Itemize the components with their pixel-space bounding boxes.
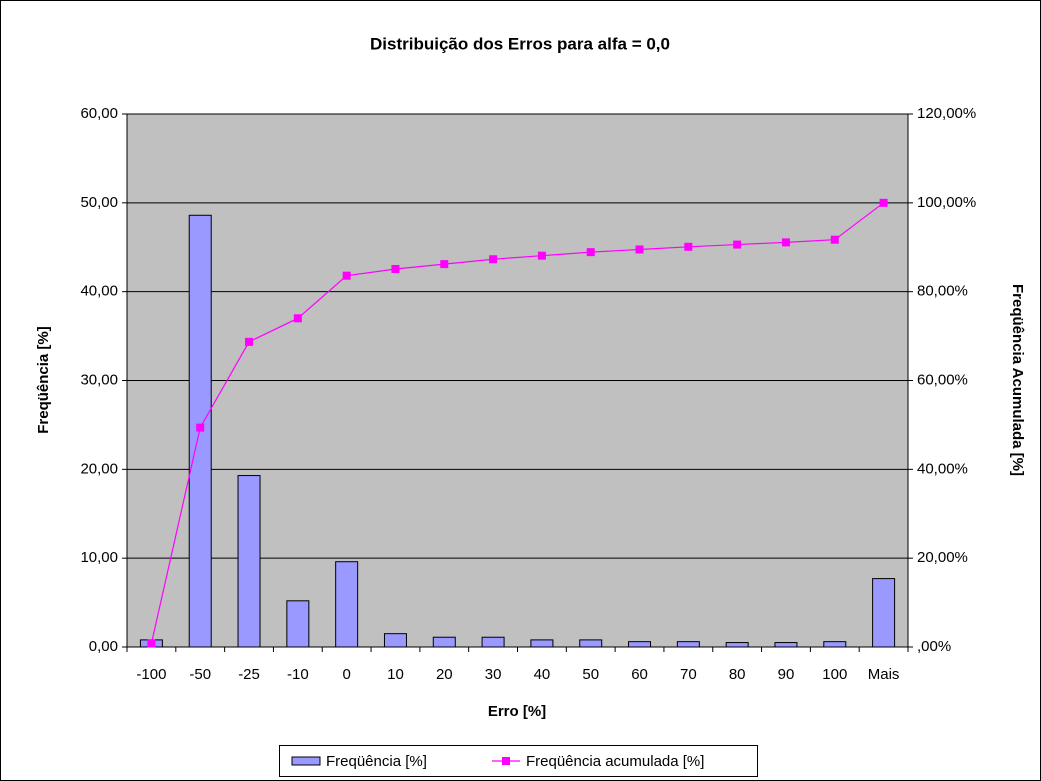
- y2-axis-label: Freqüência Acumulada [%]: [1009, 284, 1026, 476]
- bar: [286, 600, 310, 648]
- y-tick-label: 10,00: [80, 549, 118, 566]
- bar: [237, 475, 261, 648]
- bar: [774, 642, 798, 648]
- x-tick-label: 10: [387, 666, 404, 683]
- y2-tick-label: ,00%: [917, 638, 951, 655]
- y2-tick-label: 60,00%: [917, 371, 968, 388]
- y2-tick-label: 20,00%: [917, 549, 968, 566]
- bar: [481, 636, 505, 648]
- marker: [537, 251, 546, 260]
- y-axis-label: Freqüência [%]: [35, 326, 52, 434]
- x-tick-label: 50: [582, 666, 599, 683]
- marker: [391, 265, 400, 274]
- bar: [823, 641, 847, 648]
- bar: [628, 641, 652, 648]
- x-tick-label: -25: [238, 666, 260, 683]
- marker: [635, 245, 644, 254]
- marker: [196, 423, 205, 432]
- bar: [335, 561, 359, 648]
- y-tick-label: 0,00: [89, 638, 118, 655]
- bar: [725, 642, 749, 648]
- x-tick-label: -10: [287, 666, 309, 683]
- marker: [489, 255, 498, 264]
- x-tick-label: 80: [729, 666, 746, 683]
- marker: [733, 240, 742, 249]
- bar: [676, 641, 700, 648]
- marker: [781, 238, 790, 247]
- marker: [586, 248, 595, 257]
- y2-tick-label: 40,00%: [917, 460, 968, 477]
- x-tick-label: 90: [778, 666, 795, 683]
- y2-tick-label: 100,00%: [917, 194, 976, 211]
- marker: [342, 271, 351, 280]
- x-tick-label: 0: [342, 666, 350, 683]
- bar: [383, 633, 407, 648]
- y2-tick-label: 120,00%: [917, 105, 976, 122]
- x-tick-label: Mais: [868, 666, 900, 683]
- legend-swatch: [502, 757, 510, 765]
- bar: [432, 636, 456, 648]
- y-tick-label: 30,00: [80, 371, 118, 388]
- line: [150, 202, 884, 644]
- x-tick-label: 60: [631, 666, 648, 683]
- marker: [830, 235, 839, 244]
- marker: [147, 639, 156, 648]
- y-tick-label: 60,00: [80, 105, 118, 122]
- y-tick-label: 20,00: [80, 460, 118, 477]
- x-axis-label: Erro [%]: [488, 703, 546, 720]
- marker: [684, 242, 693, 251]
- marker: [440, 260, 449, 269]
- y-tick-label: 50,00: [80, 194, 118, 211]
- marker: [293, 314, 302, 323]
- chart-title: Distribuição dos Erros para alfa = 0,0: [370, 34, 670, 53]
- y2-tick-label: 80,00%: [917, 283, 968, 300]
- bar: [579, 639, 603, 648]
- legend-swatch: [291, 756, 321, 766]
- x-tick-label: 30: [485, 666, 502, 683]
- x-tick-label: 20: [436, 666, 453, 683]
- marker: [879, 198, 888, 207]
- x-tick-label: -100: [136, 666, 166, 683]
- y-tick-label: 40,00: [80, 283, 118, 300]
- legend-label: Freqüência acumulada [%]: [526, 753, 704, 770]
- x-tick-label: 40: [534, 666, 551, 683]
- marker: [245, 337, 254, 346]
- bar: [872, 578, 896, 648]
- x-tick-label: 100: [822, 666, 847, 683]
- bar: [530, 639, 554, 648]
- x-tick-label: -50: [189, 666, 211, 683]
- x-tick-label: 70: [680, 666, 697, 683]
- legend-label: Freqüência [%]: [326, 753, 427, 770]
